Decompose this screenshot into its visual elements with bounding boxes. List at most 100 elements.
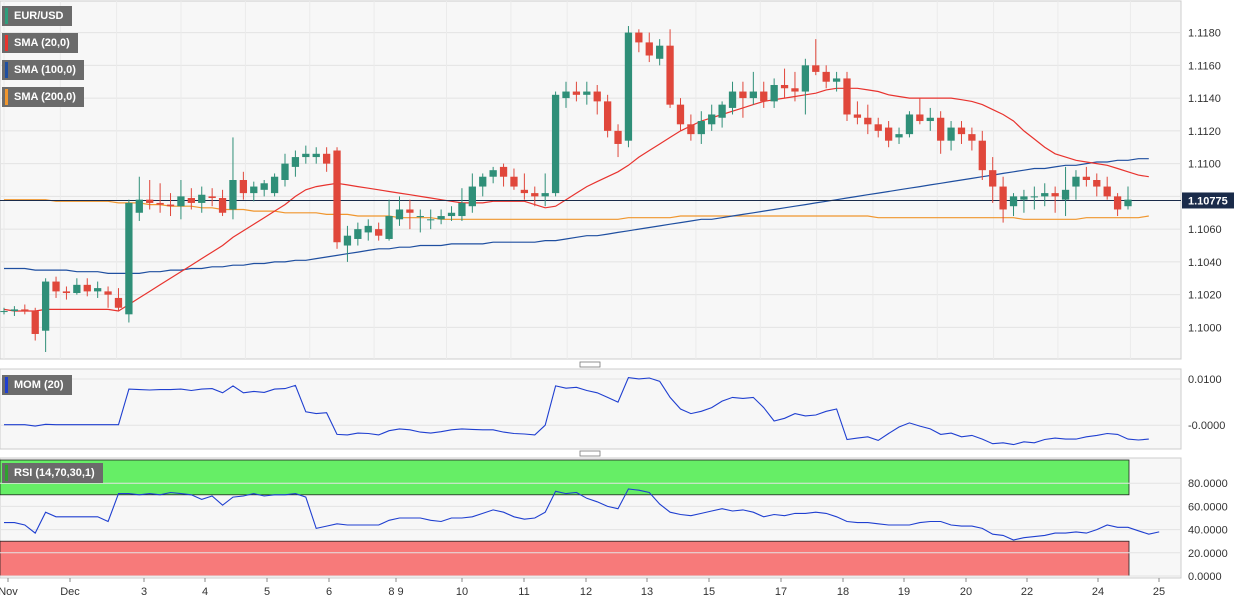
rsi-line bbox=[4, 488, 1160, 541]
candle-body bbox=[843, 78, 851, 115]
legend-symbol[interactable]: EUR/USD bbox=[2, 6, 72, 26]
candle-body bbox=[302, 153, 310, 158]
price-axis: 1.11801.11601.11401.11201.11001.10801.10… bbox=[1182, 28, 1234, 334]
candle-body bbox=[146, 199, 154, 203]
candle-body bbox=[770, 84, 778, 102]
candle-body bbox=[447, 212, 456, 217]
legend-momentum[interactable]: MOM (20) bbox=[2, 375, 72, 395]
candle-body bbox=[937, 117, 945, 141]
price-overlays bbox=[0, 87, 1181, 312]
momentum-line bbox=[4, 377, 1149, 446]
candle-body bbox=[499, 166, 508, 177]
date-label: 13 bbox=[641, 586, 653, 598]
momentum-tick-label: -0.0000 bbox=[1188, 420, 1225, 432]
pane-resize-handle-2[interactable] bbox=[579, 450, 601, 457]
momentum-grid bbox=[0, 378, 1181, 426]
date-label: 20 bbox=[960, 586, 972, 598]
rsi-oversold-zone bbox=[0, 540, 1130, 577]
candle-body bbox=[520, 189, 529, 194]
candle-body bbox=[83, 284, 91, 292]
candle-body bbox=[895, 134, 903, 138]
date-label: 8 9 bbox=[388, 586, 403, 598]
candle-body bbox=[21, 309, 29, 312]
date-label: 4 bbox=[202, 586, 208, 598]
candle-body bbox=[822, 71, 830, 82]
candle-body bbox=[1051, 193, 1059, 197]
price-panel[interactable] bbox=[0, 0, 1182, 360]
legend-rsi[interactable]: RSI (14,70,30,1) bbox=[2, 463, 103, 483]
price-tick-label: 1.1180 bbox=[1188, 28, 1221, 40]
candle-body bbox=[385, 216, 393, 239]
price-tick-label: 1.1140 bbox=[1188, 93, 1221, 105]
date-label: 15 bbox=[703, 586, 715, 598]
candle-body bbox=[218, 198, 227, 213]
date-label: Nov bbox=[0, 586, 18, 598]
date-label: 5 bbox=[264, 586, 270, 598]
candle-body bbox=[1020, 196, 1028, 200]
candle-body bbox=[739, 91, 747, 99]
candle-body bbox=[780, 84, 789, 89]
candle-body bbox=[1009, 196, 1018, 207]
candle-body bbox=[968, 134, 976, 141]
pane-resize-handle-1[interactable] bbox=[579, 361, 601, 368]
rsi-zones bbox=[0, 459, 1130, 577]
candle-body bbox=[957, 127, 966, 135]
candle-body bbox=[1072, 176, 1080, 187]
candle-body bbox=[114, 297, 123, 308]
legend-momentum-label: MOM (20) bbox=[14, 379, 64, 391]
sma-100-line bbox=[4, 158, 1149, 274]
candle-body bbox=[479, 176, 487, 187]
candle-body bbox=[999, 186, 1007, 210]
candle-body bbox=[62, 291, 71, 294]
price-tick-label: 1.1100 bbox=[1188, 159, 1221, 171]
candle-body bbox=[916, 114, 924, 122]
candle-body bbox=[718, 104, 726, 118]
candle-body bbox=[52, 281, 60, 292]
candle-body bbox=[156, 202, 164, 205]
candle-body bbox=[375, 229, 383, 236]
legend-symbol-label: EUR/USD bbox=[14, 10, 64, 22]
candle-body bbox=[864, 117, 872, 125]
candle-body bbox=[749, 91, 757, 99]
momentum-panel[interactable] bbox=[0, 368, 1182, 450]
candle-body bbox=[10, 309, 19, 312]
candle-body bbox=[1030, 196, 1038, 198]
candle-body bbox=[322, 153, 331, 164]
rsi-tick-label: 0.0000 bbox=[1188, 571, 1222, 583]
candle-body bbox=[1093, 180, 1101, 187]
candle-body bbox=[166, 204, 175, 207]
candle-body bbox=[364, 225, 372, 233]
candle-body bbox=[312, 153, 320, 158]
candle-body bbox=[104, 291, 112, 295]
legend-sma-200-label: SMA (200,0) bbox=[14, 91, 76, 103]
candle-body bbox=[41, 281, 50, 331]
candle-body bbox=[853, 114, 862, 118]
price-tick-label: 1.1040 bbox=[1188, 257, 1222, 269]
candle-body bbox=[458, 202, 466, 217]
momentum-tick-label: 0.0100 bbox=[1188, 374, 1222, 386]
candle-body bbox=[489, 170, 497, 177]
legend-sma-200[interactable]: SMA (200,0) bbox=[2, 87, 84, 107]
candle-body bbox=[333, 150, 341, 243]
last-price-badge bbox=[1182, 192, 1234, 209]
sma-20-line bbox=[3, 87, 1149, 312]
candle-body bbox=[812, 65, 820, 72]
candle-body bbox=[229, 180, 237, 210]
legend-sma-20[interactable]: SMA (20,0) bbox=[2, 33, 78, 53]
legend-sma-20-swatch bbox=[5, 35, 8, 51]
date-label: 24 bbox=[1092, 586, 1104, 598]
candle-body bbox=[208, 196, 216, 199]
legend-sma-100[interactable]: SMA (100,0) bbox=[2, 60, 84, 80]
candle-body bbox=[198, 194, 206, 203]
candle-body bbox=[926, 117, 934, 122]
rsi-overbought-zone bbox=[0, 459, 1130, 496]
date-label: 22 bbox=[1021, 586, 1033, 598]
date-label: 12 bbox=[580, 586, 592, 598]
legend-rsi-label: RSI (14,70,30,1) bbox=[14, 467, 95, 479]
legend-symbol-swatch bbox=[5, 8, 8, 24]
rsi-tick-label: 40.0000 bbox=[1188, 525, 1228, 537]
candle-body bbox=[94, 288, 102, 292]
candle-body bbox=[1041, 193, 1049, 197]
date-axis: Nov Dec 3 4 5 6 8 9 10 11 12 13 15 17 18 19 20 22 24 25 bbox=[0, 578, 1165, 598]
date-label: 17 bbox=[775, 586, 787, 598]
